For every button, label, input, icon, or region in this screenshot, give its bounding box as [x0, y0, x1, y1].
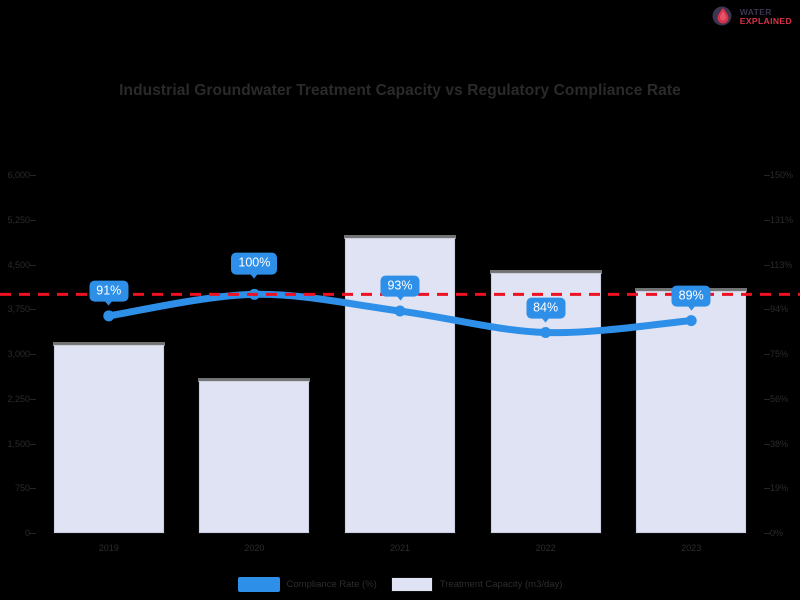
- y-tick-label-right: 38%: [770, 438, 789, 449]
- data-label-pointer: [104, 300, 113, 306]
- bar-2019[interactable]: [52, 342, 165, 533]
- brand-logo: WATER EXPLAINED: [711, 5, 792, 29]
- y-tick-right: [764, 443, 770, 445]
- line-marker-2019[interactable]: [103, 310, 115, 322]
- y-tick-right: [764, 264, 770, 266]
- chart-legend: Compliance Rate (%) Treatment Capacity (…: [0, 577, 800, 592]
- plot-area: [0, 175, 800, 534]
- data-label-pointer: [396, 296, 404, 302]
- y-tick-label-left: 3,750: [7, 304, 30, 315]
- y-tick-left: [30, 175, 36, 176]
- y-tick-label-left: 0: [24, 528, 30, 538]
- data-label-2021: 93%: [380, 275, 420, 302]
- y-tick-left: [30, 533, 36, 534]
- y-tick-label-left: 5,250: [7, 214, 30, 225]
- data-label-2019: 91%: [89, 280, 129, 306]
- line-series-svg: [0, 288, 800, 339]
- y-tick-right: [764, 219, 770, 221]
- brand-logo-text: WATER EXPLAINED: [740, 8, 792, 25]
- line-marker-2022[interactable]: [540, 327, 552, 339]
- legend-label-compliance: Compliance Rate (%): [286, 579, 377, 590]
- y-tick-left: [30, 488, 36, 490]
- y-tick-left: [30, 354, 36, 355]
- y-tick-label-left: 1,500: [7, 438, 30, 449]
- x-tick-label-2019: 2019: [98, 543, 119, 553]
- legend-item-compliance[interactable]: Compliance Rate (%): [237, 577, 377, 592]
- y-tick-right: [764, 175, 770, 176]
- data-label-2022: 84%: [526, 297, 566, 323]
- y-tick-label-right: 113%: [770, 259, 793, 270]
- line-markers: [103, 288, 697, 339]
- legend-swatch-bar: [390, 577, 433, 592]
- y-tick-left: [30, 219, 36, 221]
- y-tick-label-left: 6,000: [7, 170, 30, 180]
- x-tick-label-2022: 2022: [535, 543, 556, 553]
- y-tick-label-left: 3,000: [7, 349, 30, 359]
- legend-swatch-line: [237, 577, 280, 592]
- bar-2020[interactable]: [198, 377, 311, 533]
- data-label-2020: 100%: [231, 252, 278, 279]
- water-drop-icon: [711, 5, 735, 29]
- y-tick-label-left: 750: [14, 483, 30, 494]
- y-tick-label-right: 56%: [770, 393, 789, 404]
- data-label-pointer: [687, 305, 696, 311]
- data-label-2023: 89%: [671, 285, 711, 311]
- legend-item-capacity[interactable]: Treatment Capacity (m3/day): [390, 577, 563, 592]
- y-tick-left: [30, 398, 36, 400]
- y-tick-right: [764, 309, 770, 311]
- x-tick-label-2021: 2021: [389, 543, 411, 553]
- y-tick-label-left: 2,250: [7, 393, 30, 404]
- line-marker-2021[interactable]: [394, 305, 406, 317]
- y-tick-left: [30, 264, 36, 266]
- y-tick-right: [764, 354, 770, 355]
- legend-label-capacity: Treatment Capacity (m3/day): [439, 579, 563, 590]
- x-tick-label-2020: 2020: [244, 543, 265, 553]
- data-label-pointer: [541, 317, 550, 323]
- chart-title: Industrial Groundwater Treatment Capacit…: [119, 82, 681, 99]
- brand-logo-line2: EXPLAINED: [739, 16, 792, 26]
- y-tick-right: [764, 488, 770, 490]
- y-tick-left: [30, 309, 36, 311]
- y-tick-label-right: 19%: [770, 483, 789, 494]
- y-tick-label-right: 94%: [770, 304, 789, 315]
- y-tick-label-right: 150%: [770, 170, 794, 180]
- y-tick-label-right: 131%: [770, 214, 794, 225]
- brand-logo-line1: WATER: [739, 7, 772, 18]
- x-tick-label-2023: 2023: [681, 543, 702, 553]
- y-tick-label-right: 75%: [770, 349, 789, 359]
- y-tick-right: [764, 398, 770, 400]
- y-tick-right: [764, 533, 770, 534]
- y-tick-left: [30, 443, 36, 445]
- line-marker-2023[interactable]: [685, 315, 697, 327]
- y-tick-label-right: 0%: [770, 528, 784, 538]
- data-label-pointer: [250, 273, 259, 279]
- y-tick-label-left: 4,500: [7, 259, 30, 270]
